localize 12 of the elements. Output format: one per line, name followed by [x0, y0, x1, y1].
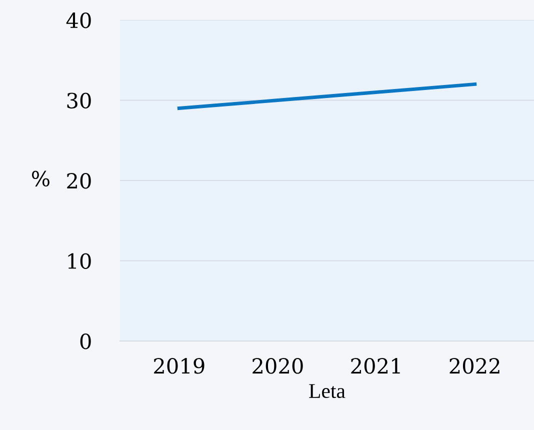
y-tick-label: 20 — [67, 172, 91, 189]
line-series — [177, 82, 477, 110]
y-tick-label: 40 — [66, 12, 91, 28]
x-tick-label: 2020 — [252, 358, 303, 374]
y-axis-title: % — [32, 170, 50, 187]
x-tick-label: 2019 — [154, 358, 204, 374]
x-tick-label: 2021 — [351, 358, 400, 374]
y-tick-label: 10 — [68, 253, 91, 269]
x-axis-title: Leta — [309, 384, 346, 398]
y-tick-label: 0 — [80, 333, 91, 350]
y-tick-label: 30 — [67, 92, 91, 108]
x-tick-label: 2022 — [450, 358, 500, 374]
